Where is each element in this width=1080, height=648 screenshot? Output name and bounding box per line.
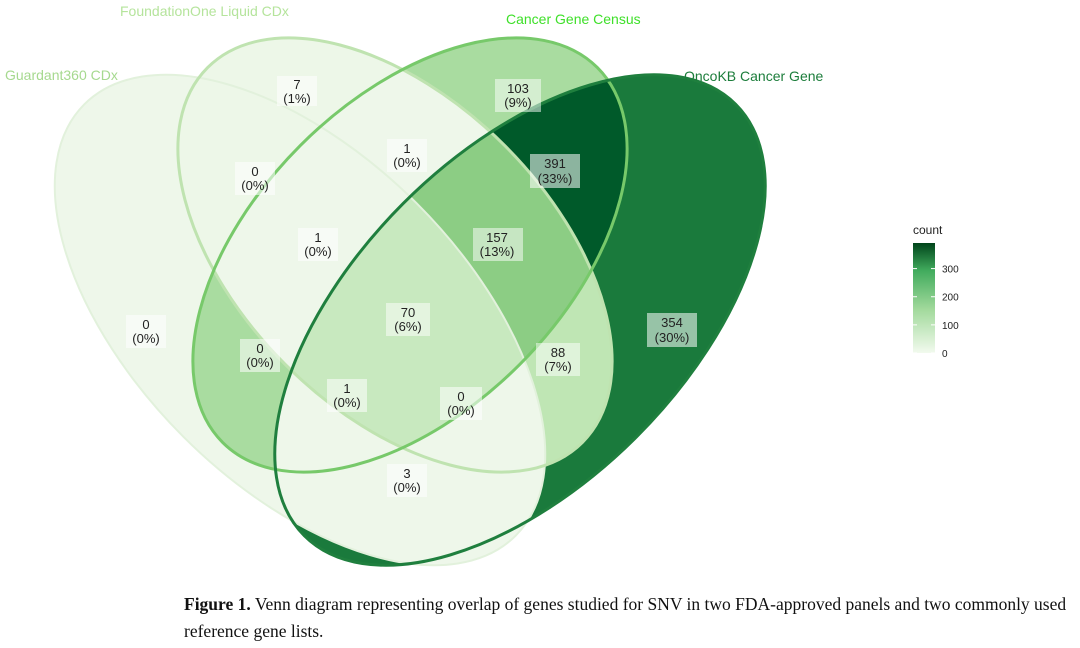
region-labels: 7 (1%) 103 (9%) 1 (0%) 391 (33%) 0 (0%) … <box>126 76 697 497</box>
figure-caption: Figure 1. Venn diagram representing over… <box>184 591 1074 645</box>
region-count: 391 <box>544 156 566 171</box>
region-count: 7 <box>293 77 300 92</box>
region-count: 88 <box>551 345 565 360</box>
set-outline-okb <box>273 73 767 567</box>
region-label-bg <box>530 154 580 188</box>
region-count: 354 <box>661 315 683 330</box>
region-count: 0 <box>251 164 258 179</box>
region-label-g360-f1-okb: 1 (0%) <box>327 379 367 412</box>
caption-label: Figure 1. <box>184 594 251 614</box>
region-label-all-four: 70 (6%) <box>386 303 430 336</box>
legend-ticks: 300 200 100 0 <box>913 265 959 360</box>
region-percent: (0%) <box>333 395 360 410</box>
region-label-g360-cgc-okb: 0 (0%) <box>440 387 482 420</box>
region-label-f1-cgc: 1 (0%) <box>387 139 427 172</box>
region-label-g360-f1: 0 (0%) <box>235 162 275 195</box>
region-label-bg <box>240 339 280 372</box>
region-percent: (9%) <box>504 95 531 110</box>
venn-diagram: Guardant360 CDx FoundationOne Liquid CDx… <box>5 3 959 567</box>
region-percent: (13%) <box>480 244 515 259</box>
caption-text: Venn diagram representing overlap of gen… <box>184 594 1067 641</box>
region-count: 0 <box>142 317 149 332</box>
region-label-f1-okb: 88 (7%) <box>536 343 580 376</box>
region-label-g360-only: 0 (0%) <box>126 315 166 348</box>
region-label-bg <box>327 379 367 412</box>
region-label-g360-f1-cgc: 1 (0%) <box>298 228 338 261</box>
region-count: 103 <box>507 81 529 96</box>
region-percent: (0%) <box>393 155 420 170</box>
legend-tick-label: 200 <box>942 293 959 304</box>
region-percent: (0%) <box>393 480 420 495</box>
region-percent: (0%) <box>241 178 268 193</box>
region-percent: (0%) <box>304 244 331 259</box>
region-label-f1-cgc-okb: 157 (13%) <box>473 228 523 261</box>
region-label-bg <box>235 162 275 195</box>
region-percent: (0%) <box>447 403 474 418</box>
region-count: 0 <box>256 341 263 356</box>
region-label-cgc-only: 103 (9%) <box>495 79 541 112</box>
region-percent: (6%) <box>394 319 421 334</box>
region-label-f1-only: 7 (1%) <box>277 76 317 106</box>
region-count: 0 <box>457 389 464 404</box>
region-percent: (0%) <box>246 355 273 370</box>
region-percent: (30%) <box>655 330 690 345</box>
legend: count 300 200 100 0 <box>913 223 959 360</box>
region-label-bg <box>473 228 523 261</box>
legend-tick-label: 100 <box>942 321 959 332</box>
legend-title: count <box>913 223 943 237</box>
region-label-okb-only: 354 (30%) <box>647 313 697 347</box>
region-label-bg <box>277 76 317 106</box>
region-label-bg <box>298 228 338 261</box>
region-count: 70 <box>401 305 415 320</box>
set-label-okb: OncoKB Cancer Gene <box>684 68 824 84</box>
region-label-cgc-okb: 391 (33%) <box>530 154 580 188</box>
set-label-g360: Guardant360 CDx <box>5 67 118 83</box>
legend-tick-label: 300 <box>942 265 959 276</box>
set-label-cgc: Cancer Gene Census <box>506 11 641 27</box>
region-label-bg <box>495 79 541 112</box>
region-label-bg <box>126 315 166 348</box>
set-outline-f1 <box>176 36 614 474</box>
region-count: 157 <box>486 230 508 245</box>
region-percent: (33%) <box>538 171 573 186</box>
set-outline-cgc <box>191 36 629 474</box>
region-label-g360-f1-okb-left: 0 (0%) <box>240 339 280 372</box>
region-count: 1 <box>314 230 321 245</box>
region-percent: (1%) <box>283 91 310 106</box>
region-label-bg <box>387 464 427 497</box>
region-label-bg <box>647 313 697 347</box>
region-label-bg <box>387 139 427 172</box>
legend-tick-label: 0 <box>942 349 948 360</box>
region-count: 1 <box>403 141 410 156</box>
region-percent: (7%) <box>544 359 571 374</box>
region-count: 3 <box>403 466 410 481</box>
region-percent: (0%) <box>132 331 159 346</box>
region-label-bg <box>440 387 482 420</box>
legend-color-bar <box>913 243 935 353</box>
region-count: 1 <box>343 381 350 396</box>
set-outline-g360 <box>53 73 547 567</box>
region-label-bg <box>536 343 580 376</box>
region-label-bg <box>386 303 430 336</box>
set-label-f1: FoundationOne Liquid CDx <box>120 3 289 19</box>
region-label-g360-okb: 3 (0%) <box>387 464 427 497</box>
